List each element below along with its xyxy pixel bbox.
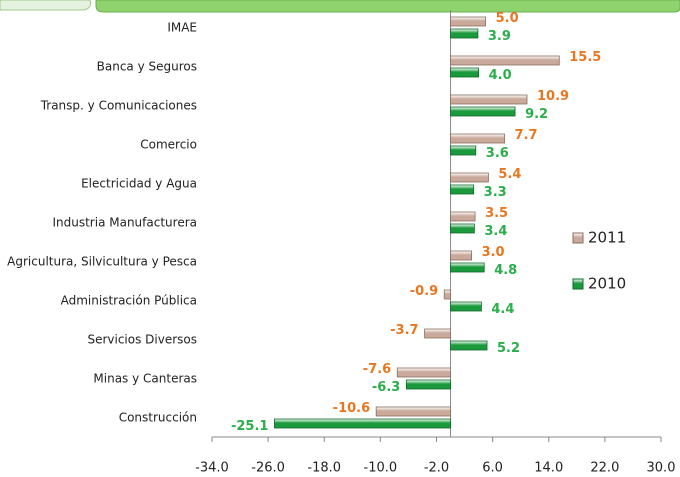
bar <box>450 145 477 156</box>
bar <box>450 55 560 66</box>
category-label: Construcción <box>119 411 197 425</box>
bar <box>450 262 485 273</box>
category-label: Agricultura, Silvicultura y Pesca <box>7 255 197 269</box>
category-label: Industria Manufacturera <box>52 216 197 230</box>
value-label: -7.6 <box>363 362 391 377</box>
bar <box>396 367 451 378</box>
value-label: 5.2 <box>497 341 520 356</box>
value-label: 9.2 <box>525 107 548 122</box>
bar <box>450 28 479 39</box>
header-bar <box>95 0 680 13</box>
value-label: 4.4 <box>491 302 514 317</box>
value-label: 3.3 <box>484 185 507 200</box>
value-label: -25.1 <box>231 419 268 434</box>
bar <box>274 418 451 429</box>
category-label: Minas y Canteras <box>93 372 197 386</box>
value-label: 4.0 <box>489 68 512 83</box>
bar <box>405 379 451 390</box>
x-tick-label: -2.0 <box>424 461 449 476</box>
legend-swatch <box>572 278 584 290</box>
legend-label: 2010 <box>588 275 626 293</box>
header-tab <box>0 0 92 11</box>
bar <box>450 16 487 27</box>
bar <box>450 250 472 261</box>
value-label: 3.0 <box>482 245 505 260</box>
bar <box>450 133 505 144</box>
value-label: 5.0 <box>496 11 519 26</box>
value-label: -3.7 <box>390 323 418 338</box>
value-label: 7.7 <box>515 128 538 143</box>
bar <box>450 223 475 234</box>
bar <box>375 406 451 417</box>
value-label: 15.5 <box>569 50 601 65</box>
bar <box>450 211 476 222</box>
x-tick-label: 14.0 <box>534 461 563 476</box>
bar <box>424 328 451 339</box>
value-label: -10.6 <box>333 401 370 416</box>
x-tick-label: -34.0 <box>195 461 229 476</box>
category-label: Comercio <box>140 138 197 152</box>
bar <box>450 94 528 105</box>
bar <box>450 301 482 312</box>
legend-swatch <box>572 232 584 244</box>
value-label: -0.9 <box>410 284 438 299</box>
legend-label: 2011 <box>588 229 626 247</box>
x-tick-label: 30.0 <box>647 461 676 476</box>
category-label: Electricidad y Agua <box>81 177 197 191</box>
category-label: Administración Pública <box>61 294 197 308</box>
value-label: 10.9 <box>537 89 569 104</box>
value-label: 3.5 <box>485 206 508 221</box>
category-label: Transp. y Comunicaciones <box>40 99 197 113</box>
value-label: 3.6 <box>486 146 509 161</box>
x-tick-label: 6.0 <box>482 461 503 476</box>
value-label: 3.4 <box>484 224 507 239</box>
x-tick-label: -10.0 <box>364 461 398 476</box>
x-tick-label: -18.0 <box>307 461 341 476</box>
bar <box>443 289 451 300</box>
value-label: 3.9 <box>488 29 511 44</box>
bar <box>450 67 479 78</box>
category-label: Banca y Seguros <box>97 60 197 74</box>
bar <box>450 172 489 183</box>
category-label: Servicios Diversos <box>87 333 197 347</box>
value-label: 4.8 <box>494 263 517 278</box>
category-label: IMAE <box>167 21 197 35</box>
bar <box>450 106 516 117</box>
bar <box>450 340 488 351</box>
value-label: 5.4 <box>498 167 521 182</box>
value-label: -6.3 <box>372 380 400 395</box>
x-tick-label: -26.0 <box>251 461 285 476</box>
x-tick-label: 22.0 <box>590 461 619 476</box>
bar <box>450 184 475 195</box>
